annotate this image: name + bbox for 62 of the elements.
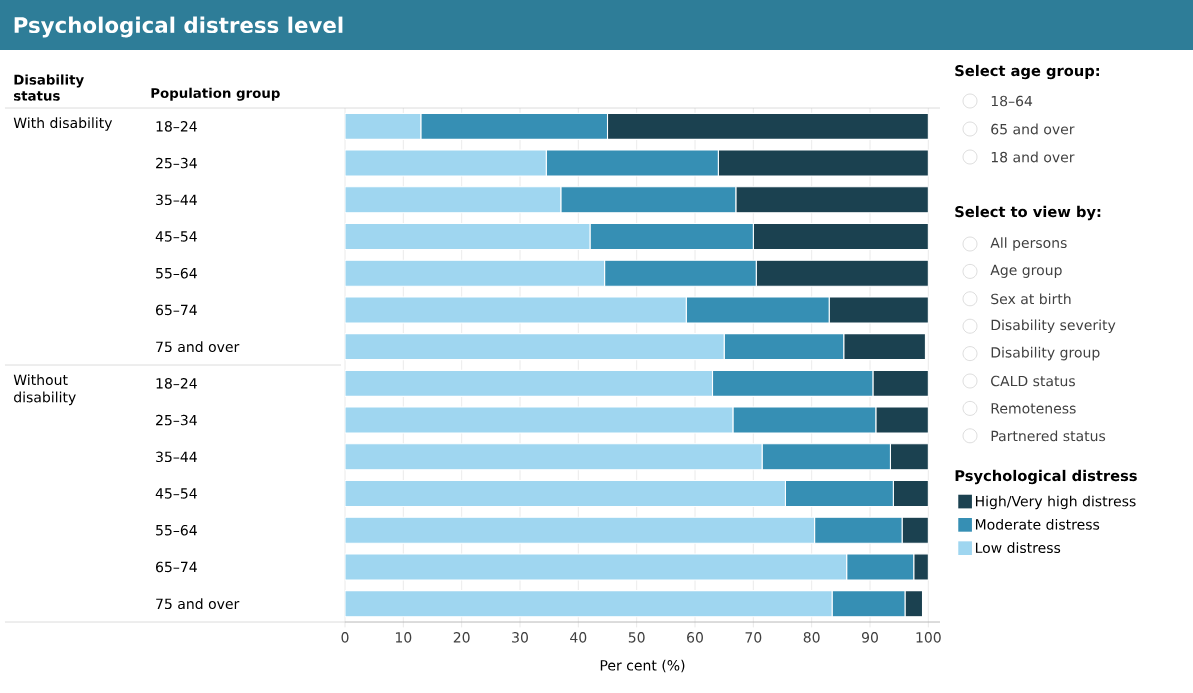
y-tick-label: 18–24 — [156, 378, 197, 389]
x-tick-label: 20 — [453, 632, 470, 643]
y-tick-label: 18–24 — [156, 121, 197, 132]
bar — [345, 259, 606, 287]
bar — [345, 406, 734, 434]
x-axis-title: Per cent (%) — [600, 659, 685, 673]
bar — [345, 369, 714, 397]
text: Select to view by: — [955, 205, 1101, 221]
y-tick-label: 65–74 — [156, 304, 197, 316]
x-tick-label: 90 — [861, 632, 878, 643]
text: Select age group: — [955, 64, 1099, 80]
legend-title: Psychological distress — [955, 469, 1137, 485]
y-tick-label: 55–64 — [156, 524, 197, 536]
y-tick-label: 25–34 — [156, 414, 197, 426]
legend-label: High/Very high distress — [975, 495, 1136, 510]
y-tick-label: 45–54 — [155, 231, 197, 242]
text: Age group — [990, 264, 1062, 278]
text: 18 and over — [991, 151, 1075, 163]
chart-title: Psychological distress level — [14, 16, 343, 38]
y-tick-label: 35–44 — [156, 194, 197, 206]
text: Sex at birth — [991, 293, 1071, 305]
text: With disability — [13, 117, 113, 131]
y-tick-label: 25–34 — [156, 157, 197, 169]
text: Remoteness — [991, 403, 1076, 414]
x-tick-label: 100 — [916, 632, 941, 643]
x-tick-label: 70 — [745, 632, 762, 643]
text: Disability severity — [991, 319, 1116, 333]
text: Partnered status — [991, 430, 1106, 442]
legend-label: Low distress — [975, 542, 1061, 554]
bar — [345, 186, 562, 214]
bar — [345, 553, 848, 581]
y-tick-label: 55–64 — [156, 267, 197, 279]
x-tick-label: 10 — [395, 632, 412, 643]
y-tick-label: 75 and over — [156, 341, 240, 353]
y-tick-label: 35–44 — [156, 451, 197, 463]
text: All persons — [990, 237, 1067, 251]
bar — [345, 443, 763, 471]
bar — [345, 222, 591, 251]
bar — [345, 149, 547, 177]
text: 18–64 — [991, 95, 1033, 107]
x-tick-label: 80 — [803, 632, 820, 643]
text: Disability status — [13, 74, 84, 101]
text: Disability group — [991, 346, 1100, 361]
bar — [345, 112, 422, 140]
legend-label: Moderate distress — [975, 518, 1100, 530]
text: 65 and over — [991, 123, 1075, 135]
x-tick-label: 60 — [687, 632, 703, 643]
bar — [345, 333, 725, 361]
x-tick-label: 0 — [341, 632, 349, 643]
text: Population group — [151, 87, 280, 101]
x-tick-label: 30 — [512, 632, 528, 643]
y-tick-label: 65–74 — [156, 561, 197, 573]
bar — [345, 590, 833, 618]
bar — [345, 296, 687, 324]
bar — [345, 516, 816, 544]
x-tick-label: 40 — [570, 632, 587, 643]
text: Without disability — [13, 374, 76, 406]
y-tick-label: 45–54 — [155, 488, 197, 499]
text: CALD status — [991, 375, 1075, 387]
bar — [345, 479, 786, 508]
y-tick-label: 75 and over — [156, 598, 240, 610]
x-tick-label: 50 — [628, 632, 645, 643]
